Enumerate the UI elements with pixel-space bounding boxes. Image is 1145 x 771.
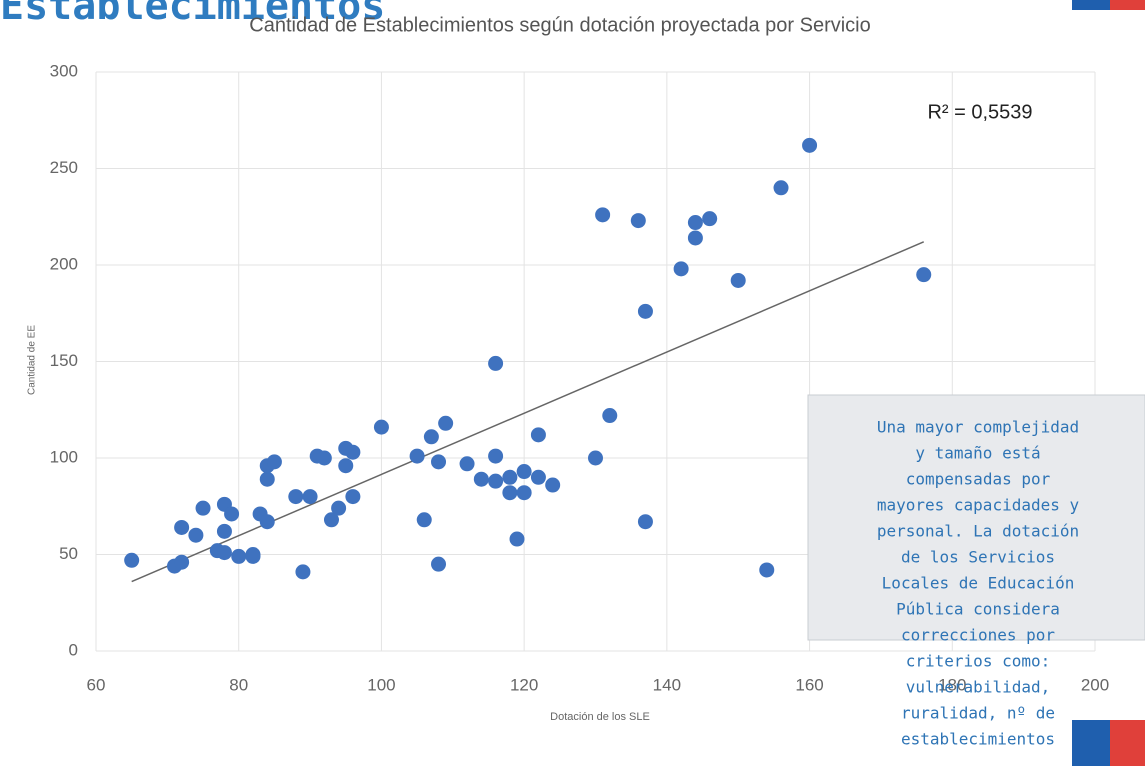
point [224,506,240,522]
point [316,450,332,466]
point [502,469,518,485]
point [188,527,204,543]
point [730,272,746,288]
point [545,477,561,493]
point [431,454,447,470]
point [459,456,475,472]
point [916,267,932,283]
y-tick-label: 0 [69,640,78,659]
point [673,261,689,277]
point [516,464,532,480]
point [195,500,211,516]
x-tick-label: 80 [229,675,248,694]
point [431,556,447,572]
point [759,562,775,578]
y-tick-label: 200 [50,254,78,273]
point [702,211,718,227]
point [802,137,818,153]
point [302,489,318,505]
point [509,531,525,547]
flag-blue [1072,0,1110,10]
note-line: de los Servicios [901,548,1055,567]
point [288,489,304,505]
point [245,548,261,564]
point [216,545,232,561]
point [345,444,361,460]
point [687,230,703,246]
point [773,180,789,196]
point [687,215,703,231]
flag-red [1110,720,1145,766]
note-line: y tamaño está [915,444,1040,463]
point [216,523,232,539]
y-tick-label: 150 [50,351,78,370]
trendline [131,241,925,583]
note-line: criterios como: [906,652,1051,671]
note-box [807,394,1145,641]
point [423,429,439,445]
x-tick-label: 200 [1081,675,1109,694]
x-tick-label: 140 [653,675,681,694]
point [259,471,275,487]
note-line: Una mayor complejidad [877,418,1079,437]
point [174,519,190,535]
point [473,471,489,487]
y-tick-label: 100 [50,447,78,466]
note-line: ruralidad, nº de [901,704,1055,723]
note-line: compensadas por [906,470,1051,489]
heading: Establecimientos [0,0,385,29]
x-tick-label: 160 [795,675,823,694]
point [630,213,646,229]
point [530,427,546,443]
point [488,448,504,464]
point [266,454,282,470]
note-line: Pública considera [896,600,1060,619]
point [595,207,611,223]
r-squared: R² = 0,5539 [927,101,1032,123]
note-line: Locales de Educación [882,574,1075,593]
point [530,469,546,485]
x-axis-label: Dotación de los SLE [550,711,650,723]
point [338,458,354,474]
point [416,512,432,528]
y-axis-label: Cantidad de EE [27,325,38,395]
point [516,485,532,501]
note: Una mayor complejidad y tamaño está compen… [877,418,1080,749]
point [259,514,275,530]
note-line: vulnerabilidad, [906,678,1051,697]
point [602,408,618,424]
note-line: mayores capacidades y [877,496,1080,515]
point [331,500,347,516]
point [409,448,425,464]
point [502,485,518,501]
point [488,355,504,371]
note-line: personal. La dotación [877,522,1079,541]
point [231,548,247,564]
point [345,489,361,505]
x-tick-label: 180 [938,675,966,694]
point [438,415,454,431]
x-tick-label: 60 [87,675,106,694]
point [373,419,389,435]
point [588,450,603,466]
note-line: correcciones por [901,626,1055,645]
point [174,554,190,570]
x-tick-label: 120 [510,675,538,694]
x-tick-label: 100 [367,675,395,694]
point [637,514,653,530]
point [488,473,504,489]
note-line: establecimientos [901,730,1055,749]
y-tick-label: 250 [50,158,78,177]
point [323,512,339,528]
flag-blue [1072,720,1110,766]
point [124,552,140,568]
chart-title: Cantidad de Establecimientos según dotac… [249,14,870,36]
y-tick-label: 50 [59,544,78,563]
point [295,564,311,580]
point [637,303,653,319]
y-tick-label: 300 [50,61,78,80]
flag-red [1110,0,1145,10]
